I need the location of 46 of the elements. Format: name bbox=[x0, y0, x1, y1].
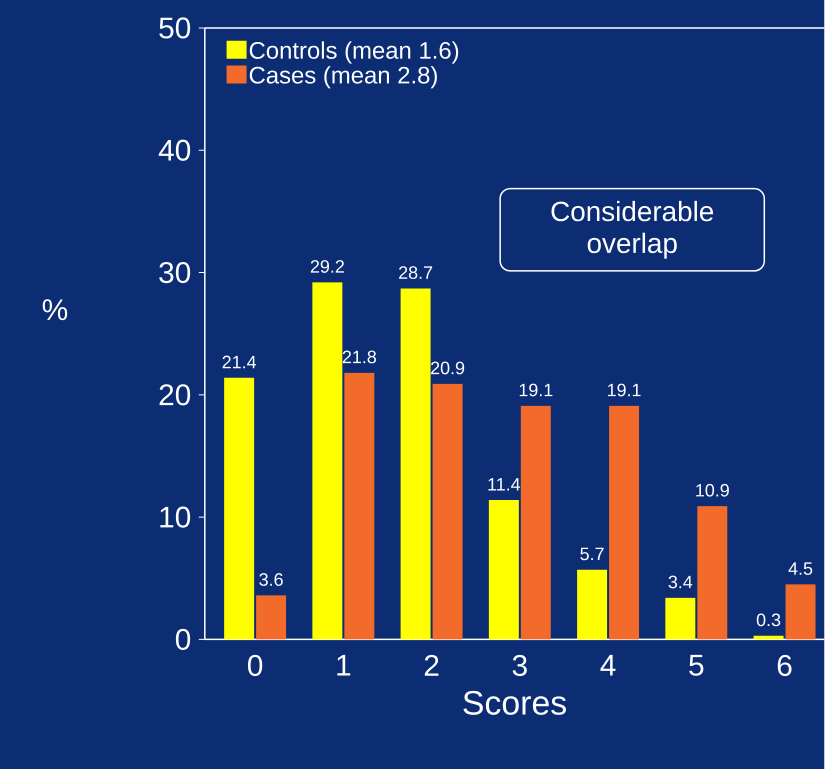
x-tick-label: 1 bbox=[337, 654, 350, 676]
x-axis-title: Scores bbox=[463, 690, 566, 715]
data-label: 10.9 bbox=[696, 484, 729, 496]
bar bbox=[786, 584, 816, 640]
y-tick-label: 50 bbox=[159, 17, 190, 38]
bar bbox=[697, 506, 728, 640]
bar bbox=[256, 595, 286, 640]
x-tick-label: 3 bbox=[512, 654, 527, 676]
bar bbox=[488, 500, 519, 640]
annotation: Considerable overlap bbox=[552, 200, 714, 259]
bar bbox=[224, 378, 254, 640]
bar bbox=[609, 406, 640, 640]
data-label: 28.7 bbox=[399, 266, 432, 279]
data-label: 3.4 bbox=[668, 575, 692, 588]
bar bbox=[520, 406, 551, 640]
y-tick-label: 40 bbox=[158, 140, 190, 161]
data-label: 3.6 bbox=[259, 573, 283, 586]
x-tick-label: 5 bbox=[689, 654, 704, 676]
y-tick-label: 30 bbox=[159, 262, 190, 283]
data-label: 20.9 bbox=[431, 361, 464, 374]
y-tick-label: 20 bbox=[160, 384, 190, 406]
data-label: 19.1 bbox=[608, 383, 641, 396]
bar bbox=[432, 384, 463, 640]
data-label: 29.2 bbox=[310, 260, 344, 273]
data-label: 21.4 bbox=[222, 356, 256, 368]
data-label: 0.3 bbox=[756, 613, 780, 626]
data-label: 21.8 bbox=[342, 350, 376, 364]
x-tick-label: 4 bbox=[600, 654, 616, 676]
data-label: 4.5 bbox=[788, 562, 812, 575]
y-axis-title: % bbox=[42, 299, 68, 320]
legend-label: Cases (mean 2.8) bbox=[250, 66, 437, 88]
bar bbox=[400, 288, 431, 640]
bar bbox=[754, 636, 784, 640]
x-tick-label: 2 bbox=[424, 654, 438, 676]
bar bbox=[312, 282, 342, 640]
y-tick-label: 0 bbox=[176, 628, 190, 650]
data-label: 5.7 bbox=[580, 548, 604, 560]
x-tick-label: 0 bbox=[248, 654, 262, 676]
legend-label: Controls (mean 1.6) bbox=[250, 41, 458, 64]
bar bbox=[577, 570, 608, 640]
y-tick-label: 10 bbox=[160, 506, 190, 528]
data-label: 11.4 bbox=[488, 478, 520, 490]
bar bbox=[665, 598, 696, 640]
bar bbox=[344, 372, 374, 640]
x-tick-label: 6 bbox=[778, 654, 792, 676]
data-label: 19.1 bbox=[520, 383, 552, 396]
